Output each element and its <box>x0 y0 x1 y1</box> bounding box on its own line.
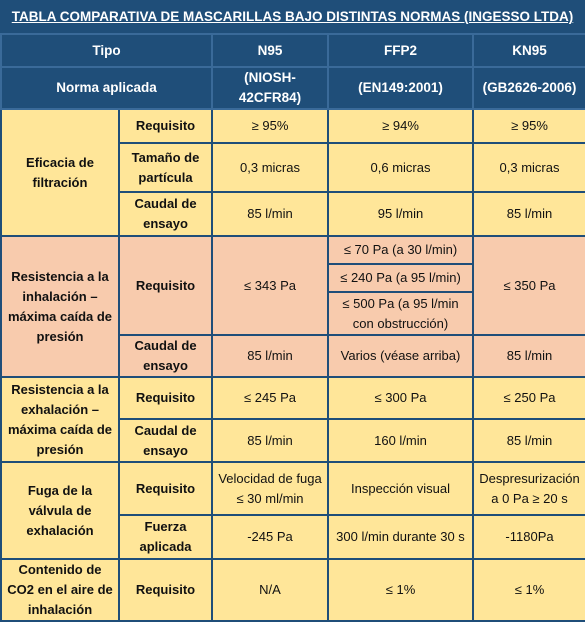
cell-ffp2: ≥ 94% <box>327 108 474 144</box>
row-label: Caudal de ensayo <box>118 418 213 463</box>
table-row: Resistencia a la inhalación – máxima caí… <box>0 235 585 378</box>
row-label: Requisito <box>118 108 213 144</box>
norma-row: Norma aplicada (NIOSH-42CFR84) (EN149:20… <box>0 66 585 110</box>
group-exhalacion: Resistencia a la exhalación – máxima caí… <box>0 376 120 463</box>
header-n95: N95 <box>211 33 329 68</box>
cell-kn95: Despresurización a 0 Pa ≥ 20 s <box>472 461 585 516</box>
cell-ffp2: ≤ 1% <box>327 558 474 622</box>
group-co2: Contenido de CO2 en el aire de inhalació… <box>0 558 120 622</box>
row-label: Requisito <box>118 376 213 420</box>
cell-n95: 85 l/min <box>211 334 329 378</box>
header-row: Tipo N95 FFP2 KN95 <box>0 33 585 68</box>
table-row: Resistencia a la exhalación – máxima caí… <box>0 376 585 463</box>
row-label: Requisito <box>118 461 213 516</box>
cell-n95: Velocidad de fuga ≤ 30 ml/min <box>211 461 329 516</box>
cell-ffp2: Varios (véase arriba) <box>327 334 474 378</box>
table-row: Fuga de la válvula de exhalación Requisi… <box>0 461 585 560</box>
cell-ffp2: ≤ 240 Pa (a 95 l/min) <box>327 263 474 293</box>
cell-ffp2: 95 l/min <box>327 191 474 237</box>
cell-kn95: 85 l/min <box>472 191 585 237</box>
table-row: Tamaño de partícula 0,3 micras 0,6 micra… <box>1 142 585 193</box>
cell-kn95: 0,3 micras <box>472 142 585 193</box>
group-inhalacion: Resistencia a la inhalación – máxima caí… <box>0 235 120 378</box>
cell-kn95: ≤ 250 Pa <box>472 376 585 420</box>
norma-label: Norma aplicada <box>0 66 213 110</box>
row-label: Tamaño de partícula <box>118 142 213 193</box>
norma-ffp2: (EN149:2001) <box>327 66 474 110</box>
cell-ffp2: Inspección visual <box>327 461 474 516</box>
norma-kn95: (GB2626-2006) <box>472 66 585 110</box>
cell-ffp2: ≤ 300 Pa <box>327 376 474 420</box>
row-label: Requisito <box>118 558 213 622</box>
header-kn95: KN95 <box>472 33 585 68</box>
cell-n95: ≤ 245 Pa <box>211 376 329 420</box>
table-row: Eficacia de filtración Requisito ≥ 95% ≥… <box>0 108 585 237</box>
cell-kn95: ≤ 350 Pa <box>472 235 585 336</box>
cell-kn95: 85 l/min <box>472 418 585 463</box>
cell-n95: 85 l/min <box>211 191 329 237</box>
cell-kn95: ≥ 95% <box>472 108 585 144</box>
cell-ffp2: 0,6 micras <box>327 142 474 193</box>
row-label: Caudal de ensayo <box>118 334 213 378</box>
row-label: Fuerza aplicada <box>118 514 213 560</box>
cell-n95: 0,3 micras <box>211 142 329 193</box>
comparison-table: Tipo N95 FFP2 KN95 Norma aplicada (NIOSH… <box>0 33 585 622</box>
cell-n95: N/A <box>211 558 329 622</box>
table-title: TABLA COMPARATIVA DE MASCARILLAS BAJO DI… <box>0 0 585 33</box>
row-label: Caudal de ensayo <box>118 191 213 237</box>
header-ffp2: FFP2 <box>327 33 474 68</box>
cell-n95: 85 l/min <box>211 418 329 463</box>
cell-kn95: 85 l/min <box>472 334 585 378</box>
norma-n95: (NIOSH-42CFR84) <box>211 66 329 110</box>
cell-n95: ≥ 95% <box>211 108 329 144</box>
cell-n95: ≤ 343 Pa <box>211 235 329 336</box>
row-label: Requisito <box>118 235 213 336</box>
cell-ffp2: ≤ 70 Pa (a 30 l/min) <box>327 235 474 265</box>
group-fuga: Fuga de la válvula de exhalación <box>0 461 120 560</box>
cell-n95: -245 Pa <box>211 514 329 560</box>
header-tipo: Tipo <box>0 33 213 68</box>
cell-kn95: ≤ 1% <box>472 558 585 622</box>
cell-ffp2: 300 l/min durante 30 s <box>327 514 474 560</box>
group-eficacia: Eficacia de filtración <box>0 108 120 237</box>
cell-ffp2: ≤ 500 Pa (a 95 l/min con obstrucción) <box>327 291 474 336</box>
table-row: Contenido de CO2 en el aire de inhalació… <box>0 558 585 622</box>
cell-kn95: -1180Pa <box>472 514 585 560</box>
cell-ffp2: 160 l/min <box>327 418 474 463</box>
